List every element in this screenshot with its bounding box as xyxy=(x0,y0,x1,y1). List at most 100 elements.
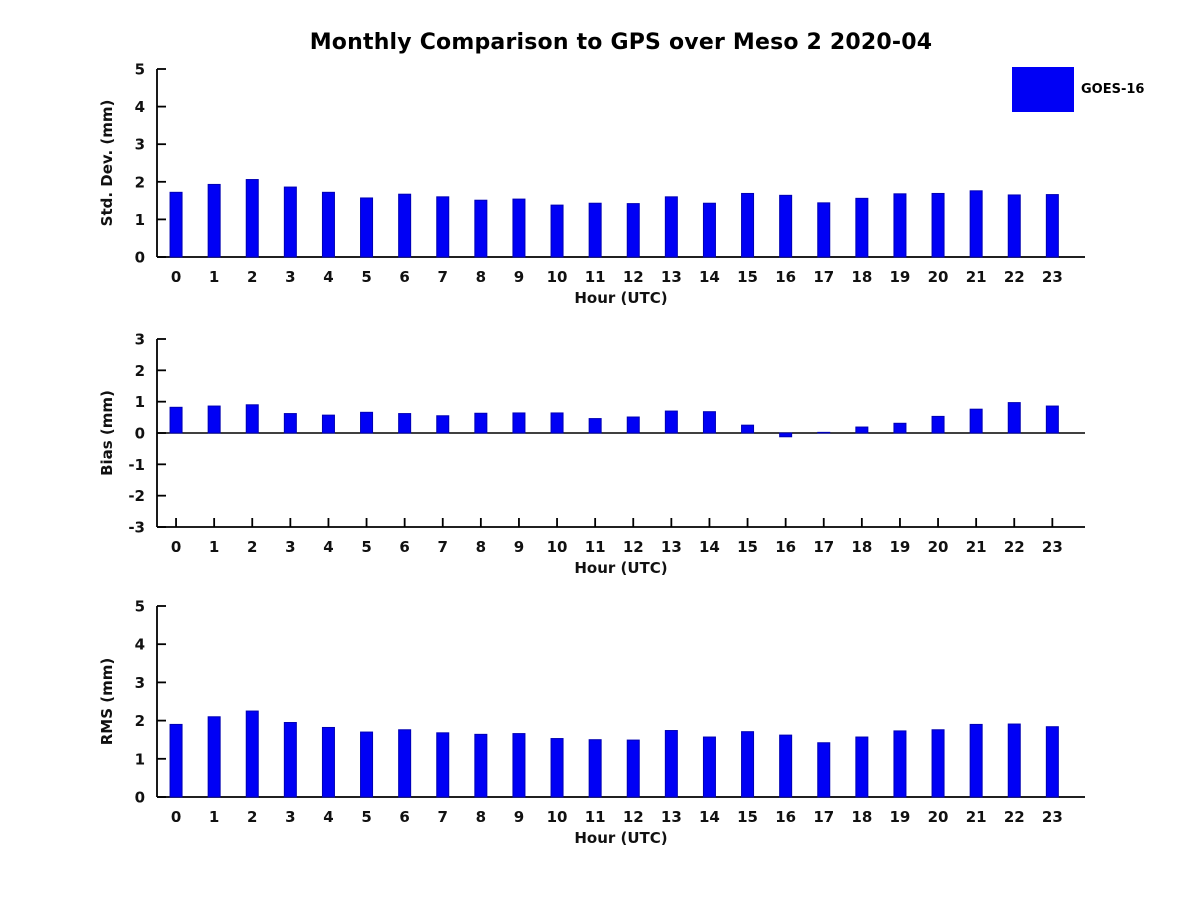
std-dev-x-tick-label: 11 xyxy=(585,268,606,286)
rms-y-tick-label: 1 xyxy=(135,750,145,768)
std-dev-y-tick-label: 3 xyxy=(135,136,145,154)
rms-bar-h5 xyxy=(360,731,374,798)
legend-label: GOES-16 xyxy=(1081,82,1145,97)
rms-x-tick-label: 18 xyxy=(851,808,872,826)
rms-x-tick-label: 19 xyxy=(890,808,911,826)
std-dev-y-tick-label: 4 xyxy=(135,98,145,116)
std-dev-bar-h23 xyxy=(1045,194,1059,258)
bias-bar-h16 xyxy=(779,432,793,438)
std-dev-ylabel: Std. Dev. (mm) xyxy=(98,100,116,227)
rms-bar-h4 xyxy=(321,726,335,798)
std-dev-y-tick-label: 1 xyxy=(135,211,145,229)
rms-bar-h22 xyxy=(1007,723,1021,798)
rms-bar-h6 xyxy=(398,729,412,798)
rms-bar-h14 xyxy=(702,736,716,798)
rms-bar-h18 xyxy=(855,736,869,798)
bias-bar-h0 xyxy=(169,406,183,434)
bias-bar-h23 xyxy=(1045,405,1059,434)
bias-x-tick-label: 20 xyxy=(928,538,949,556)
bias-x-tick-label: 23 xyxy=(1042,538,1063,556)
bias-bar-h14 xyxy=(702,411,716,434)
std-dev-bar-h2 xyxy=(245,179,259,258)
bias-x-tick-label: 1 xyxy=(209,538,219,556)
bias-x-tick-label: 8 xyxy=(476,538,486,556)
std-dev-bar-h0 xyxy=(169,191,183,258)
bias-y-tick-label: 2 xyxy=(135,362,145,380)
rms-x-tick-label: 15 xyxy=(737,808,758,826)
bias-x-tick-label: 6 xyxy=(399,538,409,556)
bias-y-tick-label: -1 xyxy=(128,456,145,474)
rms-x-tick-label: 13 xyxy=(661,808,682,826)
rms-x-tick-label: 6 xyxy=(399,808,409,826)
bias-x-tick-label: 4 xyxy=(323,538,333,556)
rms-y-tick-label: 3 xyxy=(135,674,145,692)
bias-x-tick-label: 2 xyxy=(247,538,257,556)
rms-bar-h9 xyxy=(512,733,526,798)
rms-y-tick-label: 0 xyxy=(135,789,145,807)
bias-bar-h22 xyxy=(1007,402,1021,434)
bias-y-tick-label: 1 xyxy=(135,393,145,411)
std-dev-x-tick-label: 16 xyxy=(775,268,796,286)
bias-bar-h11 xyxy=(588,418,602,434)
rms-x-tick-label: 22 xyxy=(1004,808,1025,826)
rms-bar-h11 xyxy=(588,739,602,798)
rms-x-tick-label: 4 xyxy=(323,808,333,826)
std-dev-x-tick-label: 8 xyxy=(476,268,486,286)
std-dev-x-tick-label: 1 xyxy=(209,268,219,286)
std-dev-x-tick-label: 13 xyxy=(661,268,682,286)
bias-x-tick-label: 10 xyxy=(547,538,568,556)
bias-bar-h19 xyxy=(893,422,907,434)
std-dev-bar-h13 xyxy=(664,196,678,258)
std-dev-x-tick-label: 2 xyxy=(247,268,257,286)
bias-bar-h2 xyxy=(245,404,259,434)
std-dev-x-tick-label: 20 xyxy=(928,268,949,286)
std-dev-x-tick-label: 10 xyxy=(547,268,568,286)
std-dev-bar-h12 xyxy=(626,203,640,258)
std-dev-bar-h19 xyxy=(893,193,907,258)
bias-x-tick-label: 22 xyxy=(1004,538,1025,556)
bias-x-tick-label: 0 xyxy=(171,538,181,556)
bias-x-tick-label: 16 xyxy=(775,538,796,556)
rms-y-tick-label: 5 xyxy=(135,598,145,616)
bias-bar-h9 xyxy=(512,412,526,434)
rms-bar-h8 xyxy=(474,733,488,798)
rms-y-tick-label: 4 xyxy=(135,636,145,654)
rms-x-tick-label: 20 xyxy=(928,808,949,826)
std-dev-x-tick-label: 21 xyxy=(966,268,987,286)
std-dev-bar-h14 xyxy=(702,202,716,258)
rms-bar-h3 xyxy=(283,722,297,798)
std-dev-x-tick-label: 23 xyxy=(1042,268,1063,286)
bias-bar-h17 xyxy=(817,431,831,434)
rms-x-tick-label: 0 xyxy=(171,808,181,826)
std-dev-bar-h21 xyxy=(969,190,983,258)
bias-bar-h1 xyxy=(207,405,221,434)
std-dev-x-tick-label: 9 xyxy=(514,268,524,286)
std-dev-bar-h8 xyxy=(474,199,488,258)
bias-bar-h8 xyxy=(474,412,488,434)
bias-bar-h7 xyxy=(436,415,450,434)
bias-bar-h13 xyxy=(664,410,678,434)
legend: GOES-16 xyxy=(1012,67,1144,112)
std-dev-bar-h10 xyxy=(550,204,564,258)
rms-x-tick-label: 12 xyxy=(623,808,644,826)
rms-x-tick-label: 2 xyxy=(247,808,257,826)
rms-bar-h20 xyxy=(931,729,945,798)
bias-x-tick-label: 14 xyxy=(699,538,720,556)
std-dev-y-tick-label: 5 xyxy=(135,61,145,79)
std-dev-bar-h9 xyxy=(512,198,526,258)
rms-x-tick-label: 17 xyxy=(813,808,834,826)
std-dev-x-tick-label: 5 xyxy=(361,268,371,286)
bias-bar-h10 xyxy=(550,412,564,434)
bias-x-tick-label: 9 xyxy=(514,538,524,556)
bias-x-tick-label: 19 xyxy=(890,538,911,556)
rms-bar-h2 xyxy=(245,710,259,798)
rms-x-tick-label: 16 xyxy=(775,808,796,826)
rms-bar-h17 xyxy=(817,742,831,798)
rms-bar-h19 xyxy=(893,730,907,798)
bias-bar-h6 xyxy=(398,413,412,434)
std-dev-bar-h6 xyxy=(398,193,412,258)
bias-bar-h15 xyxy=(741,424,755,434)
bias-x-tick-label: 21 xyxy=(966,538,987,556)
bias-x-tick-label: 15 xyxy=(737,538,758,556)
